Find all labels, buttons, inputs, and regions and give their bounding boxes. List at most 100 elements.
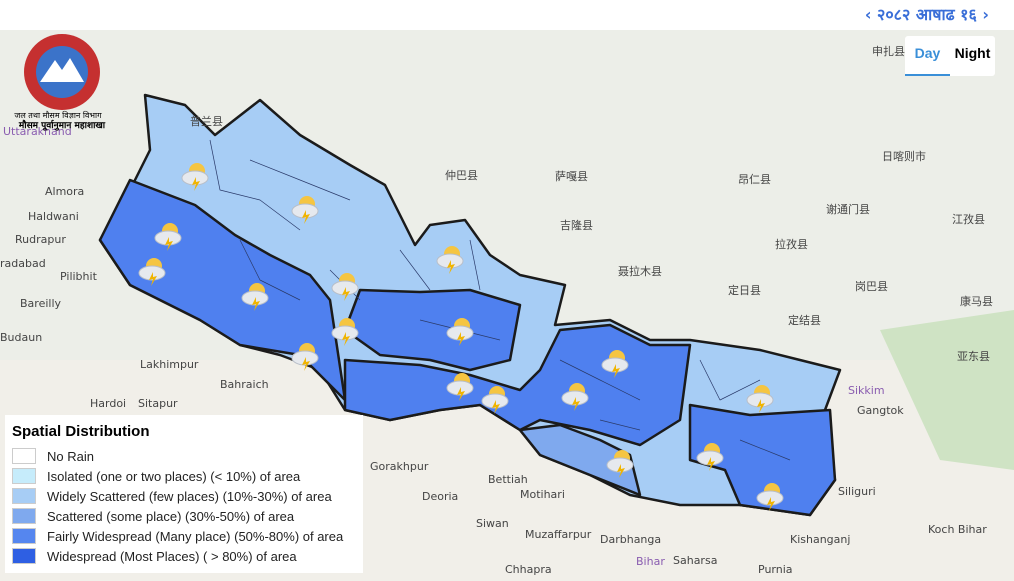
place-label: Motihari — [520, 488, 565, 501]
legend-label: Widely Scattered (few places) (10%-30%) … — [47, 488, 332, 504]
place-label: Gangtok — [857, 404, 904, 417]
place-label: radabad — [0, 257, 46, 270]
weather-icon — [241, 283, 269, 311]
region-fairly-widespread — [343, 323, 692, 447]
icon-bolt — [492, 400, 500, 414]
legend-item: Scattered (some place) (30%-50%) of area — [5, 506, 363, 526]
place-label: Sikkim — [848, 384, 885, 397]
place-label: Lakhimpur — [140, 358, 199, 371]
legend-label: Fairly Widespread (Many place) (50%-80%)… — [47, 528, 344, 544]
icon-bolt — [149, 272, 157, 286]
place-label: 拉孜县 — [775, 237, 808, 251]
place-label: Deoria — [422, 490, 458, 503]
icon-bolt — [707, 457, 715, 471]
icon-bolt — [572, 397, 580, 411]
place-label: Rudrapur — [15, 233, 66, 246]
map: Uttarakhand Almora Haldwani Rudrapur radabad… — [0, 30, 1014, 581]
place-label: Purnia — [758, 563, 793, 576]
region-scattered — [518, 423, 642, 497]
weather-icon — [481, 386, 509, 414]
weather-icons — [138, 163, 784, 511]
weather-icon — [181, 163, 209, 191]
icon-cloud — [181, 170, 209, 186]
place-label: Budaun — [0, 331, 42, 344]
tab-night[interactable]: Night — [954, 45, 991, 61]
legend-swatch — [12, 508, 36, 524]
legend-item: Widely Scattered (few places) (10%-30%) … — [5, 486, 363, 506]
icon-cloud — [436, 253, 464, 269]
legend-swatch — [12, 448, 36, 464]
place-label: 定日县 — [728, 283, 761, 297]
icon-bolt — [757, 399, 765, 413]
date-nav: ‹ २०८२ आषाढ १६ › — [865, 3, 989, 25]
place-label: Bihar — [636, 555, 665, 568]
icon-cloud — [756, 490, 784, 506]
legend-swatch — [12, 548, 36, 564]
icon-bolt — [767, 497, 775, 511]
place-label: 康马县 — [960, 294, 993, 308]
weather-icon — [606, 450, 634, 478]
prev-button[interactable]: ‹ — [864, 5, 872, 24]
icon-bolt — [192, 177, 200, 191]
weather-icon — [291, 343, 319, 371]
place-label: Siliguri — [838, 485, 876, 498]
icon-bolt — [302, 357, 310, 371]
place-label: Almora — [45, 185, 84, 198]
icon-bolt — [342, 332, 350, 346]
place-label: Muzaffarpur — [525, 528, 592, 541]
place-label: 日喀则市 — [882, 149, 926, 163]
legend-swatch — [12, 528, 36, 544]
icon-bolt — [457, 387, 465, 401]
map-labels: Uttarakhand Almora Haldwani Rudrapur radabad… — [0, 44, 993, 576]
place-label: 亚东县 — [957, 350, 990, 363]
place-label: Gorakhpur — [370, 460, 429, 473]
day-night-toggle: Day Night — [905, 36, 995, 76]
icon-bolt — [617, 464, 625, 478]
weather-icon — [436, 246, 464, 274]
region-fairly-widespread — [343, 288, 522, 372]
place-label: Darbhanga — [600, 533, 661, 546]
legend-item: No Rain — [5, 446, 363, 466]
place-label: Bahraich — [220, 378, 269, 391]
legend-title: Spatial Distribution — [12, 423, 150, 440]
place-label: Saharsa — [673, 554, 717, 567]
icon-cloud — [154, 230, 182, 246]
icon-bolt — [342, 287, 350, 301]
icon-cloud — [446, 325, 474, 341]
icon-cloud — [746, 392, 774, 408]
legend-label: Isolated (one or two places) (< 10%) of … — [47, 468, 301, 484]
weather-icon — [154, 223, 182, 251]
place-label: Chhapra — [505, 563, 552, 576]
weather-icon — [746, 385, 774, 413]
place-label: 聂拉木县 — [618, 264, 662, 278]
icon-bolt — [165, 237, 173, 251]
legend-item: Isolated (one or two places) (< 10%) of … — [5, 466, 363, 486]
legend-item: Widespread (Most Places) ( > 80%) of are… — [5, 546, 363, 566]
legend-label: Scattered (some place) (30%-50%) of area — [47, 508, 295, 524]
legend-label: Widespread (Most Places) ( > 80%) of are… — [47, 548, 297, 564]
logo-mountain — [40, 58, 84, 82]
place-label: 岗巴县 — [855, 280, 888, 293]
place-label: 吉隆县 — [560, 218, 593, 232]
place-label: 萨嘎县 — [555, 170, 588, 183]
weather-icon — [446, 318, 474, 346]
icon-bolt — [252, 297, 260, 311]
weather-icon — [331, 318, 359, 346]
place-label: Hardoi — [90, 397, 126, 410]
icon-cloud — [696, 450, 724, 466]
icon-cloud — [561, 390, 589, 406]
weather-icon — [561, 383, 589, 411]
icon-cloud — [138, 265, 166, 281]
place-label: Haldwani — [28, 210, 79, 223]
icon-cloud — [606, 457, 634, 473]
weather-icon — [291, 196, 319, 224]
place-label: Pilibhit — [60, 270, 98, 283]
next-button[interactable]: › — [982, 5, 989, 24]
weather-icon — [331, 273, 359, 301]
place-label: Uttarakhand — [3, 125, 72, 138]
tab-day[interactable]: Day — [905, 36, 950, 76]
place-label: Sitapur — [138, 397, 178, 410]
legend-swatch — [12, 468, 36, 484]
icon-cloud — [291, 203, 319, 219]
legend: Spatial Distribution No Rain Isolated (on… — [5, 415, 363, 573]
